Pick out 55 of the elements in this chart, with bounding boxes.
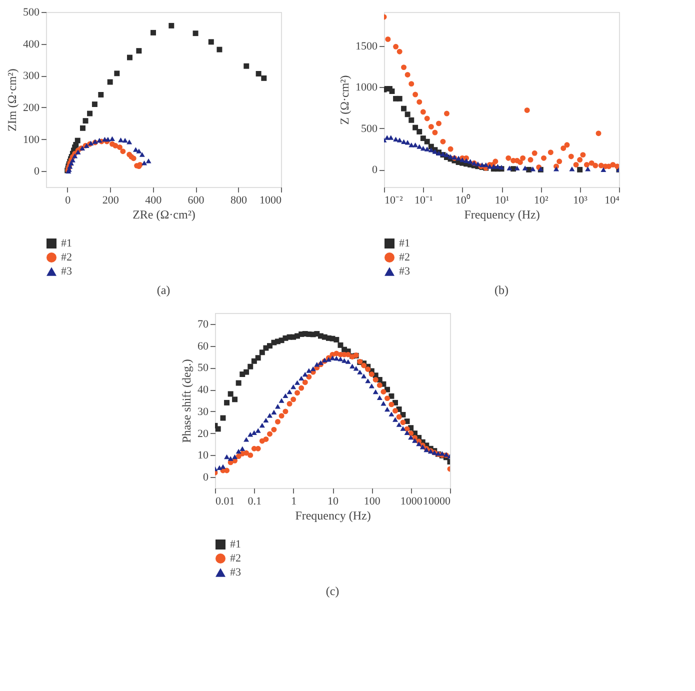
y-axis-title: Z (Ω·cm²) bbox=[338, 75, 352, 125]
legend-label: #3 bbox=[230, 566, 242, 578]
y-tick-label: 500 bbox=[23, 6, 40, 18]
x-tick-label: 10 bbox=[328, 496, 339, 508]
x-axis-title: ZRe (Ω·cm²) bbox=[132, 208, 196, 222]
legend-label: #1 bbox=[230, 538, 241, 550]
legend-label: #1 bbox=[61, 238, 72, 250]
y-tick-label: 100 bbox=[23, 134, 40, 146]
x-tick-label: 0.1 bbox=[248, 496, 262, 508]
y-tick-label: 0 bbox=[203, 472, 209, 484]
y-tick-label: 0 bbox=[372, 164, 378, 176]
x-tick-label: 200 bbox=[102, 194, 120, 206]
legend-label: #2 bbox=[61, 252, 72, 264]
x-tick-label: 0 bbox=[65, 194, 72, 206]
y-tick-label: 0 bbox=[34, 166, 40, 178]
y-tick-label: 500 bbox=[361, 122, 378, 135]
x-tick-label: 10⁻¹ bbox=[414, 194, 433, 206]
x-tick-label: 1 bbox=[291, 496, 297, 508]
y-tick-label: 200 bbox=[23, 102, 40, 114]
y-tick-label: 40 bbox=[198, 384, 209, 396]
legend-label: #2 bbox=[230, 552, 241, 564]
text: (b) bbox=[494, 283, 508, 297]
y-tick-label: 30 bbox=[198, 406, 209, 418]
legend-label: #1 bbox=[399, 238, 410, 250]
y-tick-label: 50 bbox=[198, 362, 209, 374]
x-tick-label: 10¹ bbox=[494, 194, 510, 206]
x-axis-title: Frequency (Hz) bbox=[295, 508, 371, 522]
y-tick-label: 1000 bbox=[356, 82, 378, 94]
x-tick-label: 10000 bbox=[423, 496, 451, 508]
y-tick-label: 20 bbox=[198, 428, 209, 440]
text: (a) bbox=[156, 283, 170, 297]
x-tick-label: 600 bbox=[188, 194, 205, 206]
y-tick-label: 300 bbox=[23, 70, 40, 82]
x-tick-label: 400 bbox=[145, 194, 162, 206]
y-tick-label: 1500 bbox=[356, 40, 378, 52]
x-tick-label: 10⁻² bbox=[384, 194, 404, 206]
y-tick-label: 400 bbox=[23, 38, 40, 50]
x-tick-label: 800 bbox=[230, 194, 248, 206]
x-tick-label: 10³ bbox=[573, 194, 588, 206]
x-tick-label: 10⁴ bbox=[604, 194, 620, 206]
x-tick-label: 10⁰ bbox=[455, 194, 470, 206]
text: (c) bbox=[326, 584, 340, 598]
x-axis-title: Frequency (Hz) bbox=[464, 208, 540, 222]
y-tick-label: 60 bbox=[198, 340, 209, 352]
x-tick-label: 1000 bbox=[260, 194, 282, 206]
x-tick-label: 10² bbox=[534, 194, 550, 206]
x-tick-label: 0.01 bbox=[216, 496, 235, 508]
legend-label: #2 bbox=[399, 252, 410, 264]
y-axis-title: Phase shift (deg.) bbox=[180, 359, 194, 443]
y-axis-title: ZIm (Ω·cm²) bbox=[5, 68, 19, 132]
legend-label: #3 bbox=[399, 266, 410, 278]
legend-label: #3 bbox=[61, 266, 72, 278]
y-tick-label: 70 bbox=[198, 318, 209, 330]
y-tick-label: 10 bbox=[198, 450, 209, 462]
x-tick-label: 1000 bbox=[400, 496, 423, 508]
